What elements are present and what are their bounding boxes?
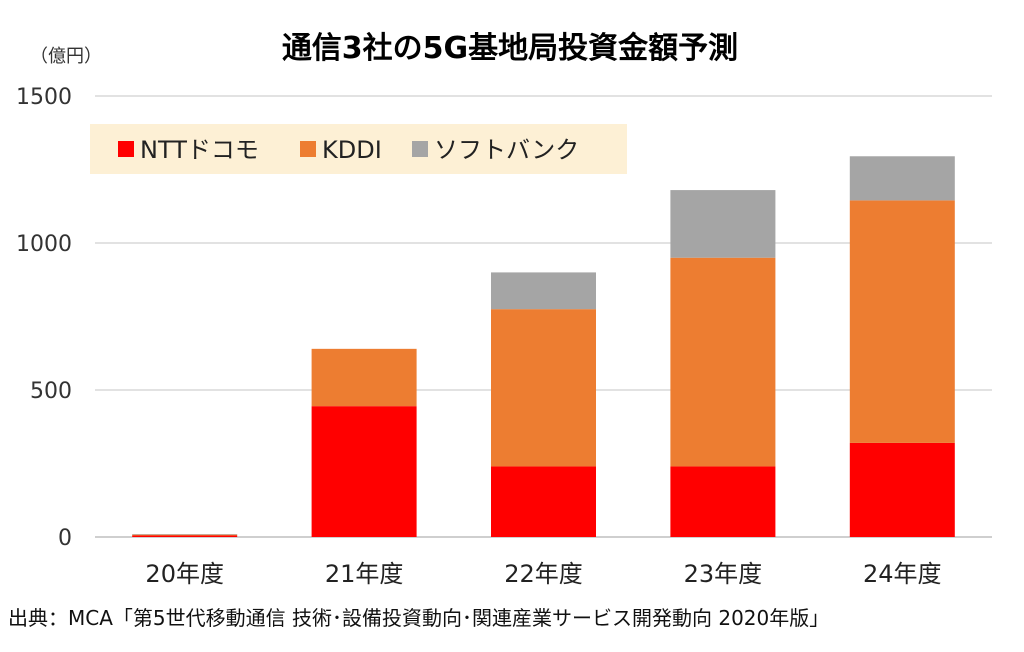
bar-segment-softbank xyxy=(849,156,955,201)
legend: NTTドコモ KDDI ソフトバンク xyxy=(90,124,627,174)
x-tick-label: 23年度 xyxy=(684,560,763,588)
bar-segment-kddi xyxy=(491,309,596,467)
x-tick-label: 20年度 xyxy=(145,560,224,588)
x-tick-label: 21年度 xyxy=(325,560,404,588)
y-tick-label: 0 xyxy=(58,526,72,551)
bar-segment-ntt-docomo xyxy=(311,406,417,537)
bar-segment-ntt-docomo xyxy=(491,466,596,537)
legend-label: KDDI xyxy=(322,136,382,164)
y-tick-label: 1500 xyxy=(16,85,72,110)
x-tick-label: 24年度 xyxy=(863,560,942,588)
chart-title: 通信3社の5G基地局投資金額予測 xyxy=(282,31,738,66)
bar-segment-ntt-docomo xyxy=(132,535,238,537)
bar-segment-softbank xyxy=(670,190,776,258)
legend-label: ソフトバンク xyxy=(434,136,579,164)
bar-segment-kddi xyxy=(849,200,955,443)
bar-segment-kddi xyxy=(670,257,776,467)
legend-background xyxy=(90,124,627,174)
bar-segment-softbank xyxy=(491,272,596,310)
legend-swatch xyxy=(412,141,428,157)
x-tick-label: 22年度 xyxy=(504,560,583,588)
y-axis-ticks: 0 500 1000 1500 xyxy=(16,85,72,551)
legend-label: NTTドコモ xyxy=(140,136,259,164)
x-axis-ticks: 20年度 21年度 22年度 23年度 24年度 xyxy=(145,560,941,588)
legend-swatch xyxy=(300,141,316,157)
y-axis-unit-label: （億円） xyxy=(30,46,102,67)
bars xyxy=(132,156,955,537)
y-tick-label: 1000 xyxy=(16,232,72,257)
bar-segment-ntt-docomo xyxy=(849,442,955,537)
bar-segment-kddi xyxy=(311,348,417,407)
bar-segment-ntt-docomo xyxy=(670,466,776,537)
legend-swatch xyxy=(118,141,134,157)
bar-segment-kddi xyxy=(132,534,238,536)
bar-segment-softbank xyxy=(132,534,238,535)
y-tick-label: 500 xyxy=(30,379,72,404)
source-note: 出典：MCA「第5世代移動通信 技術･設備投資動向･関連産業サービス開発動向 2… xyxy=(8,606,829,630)
